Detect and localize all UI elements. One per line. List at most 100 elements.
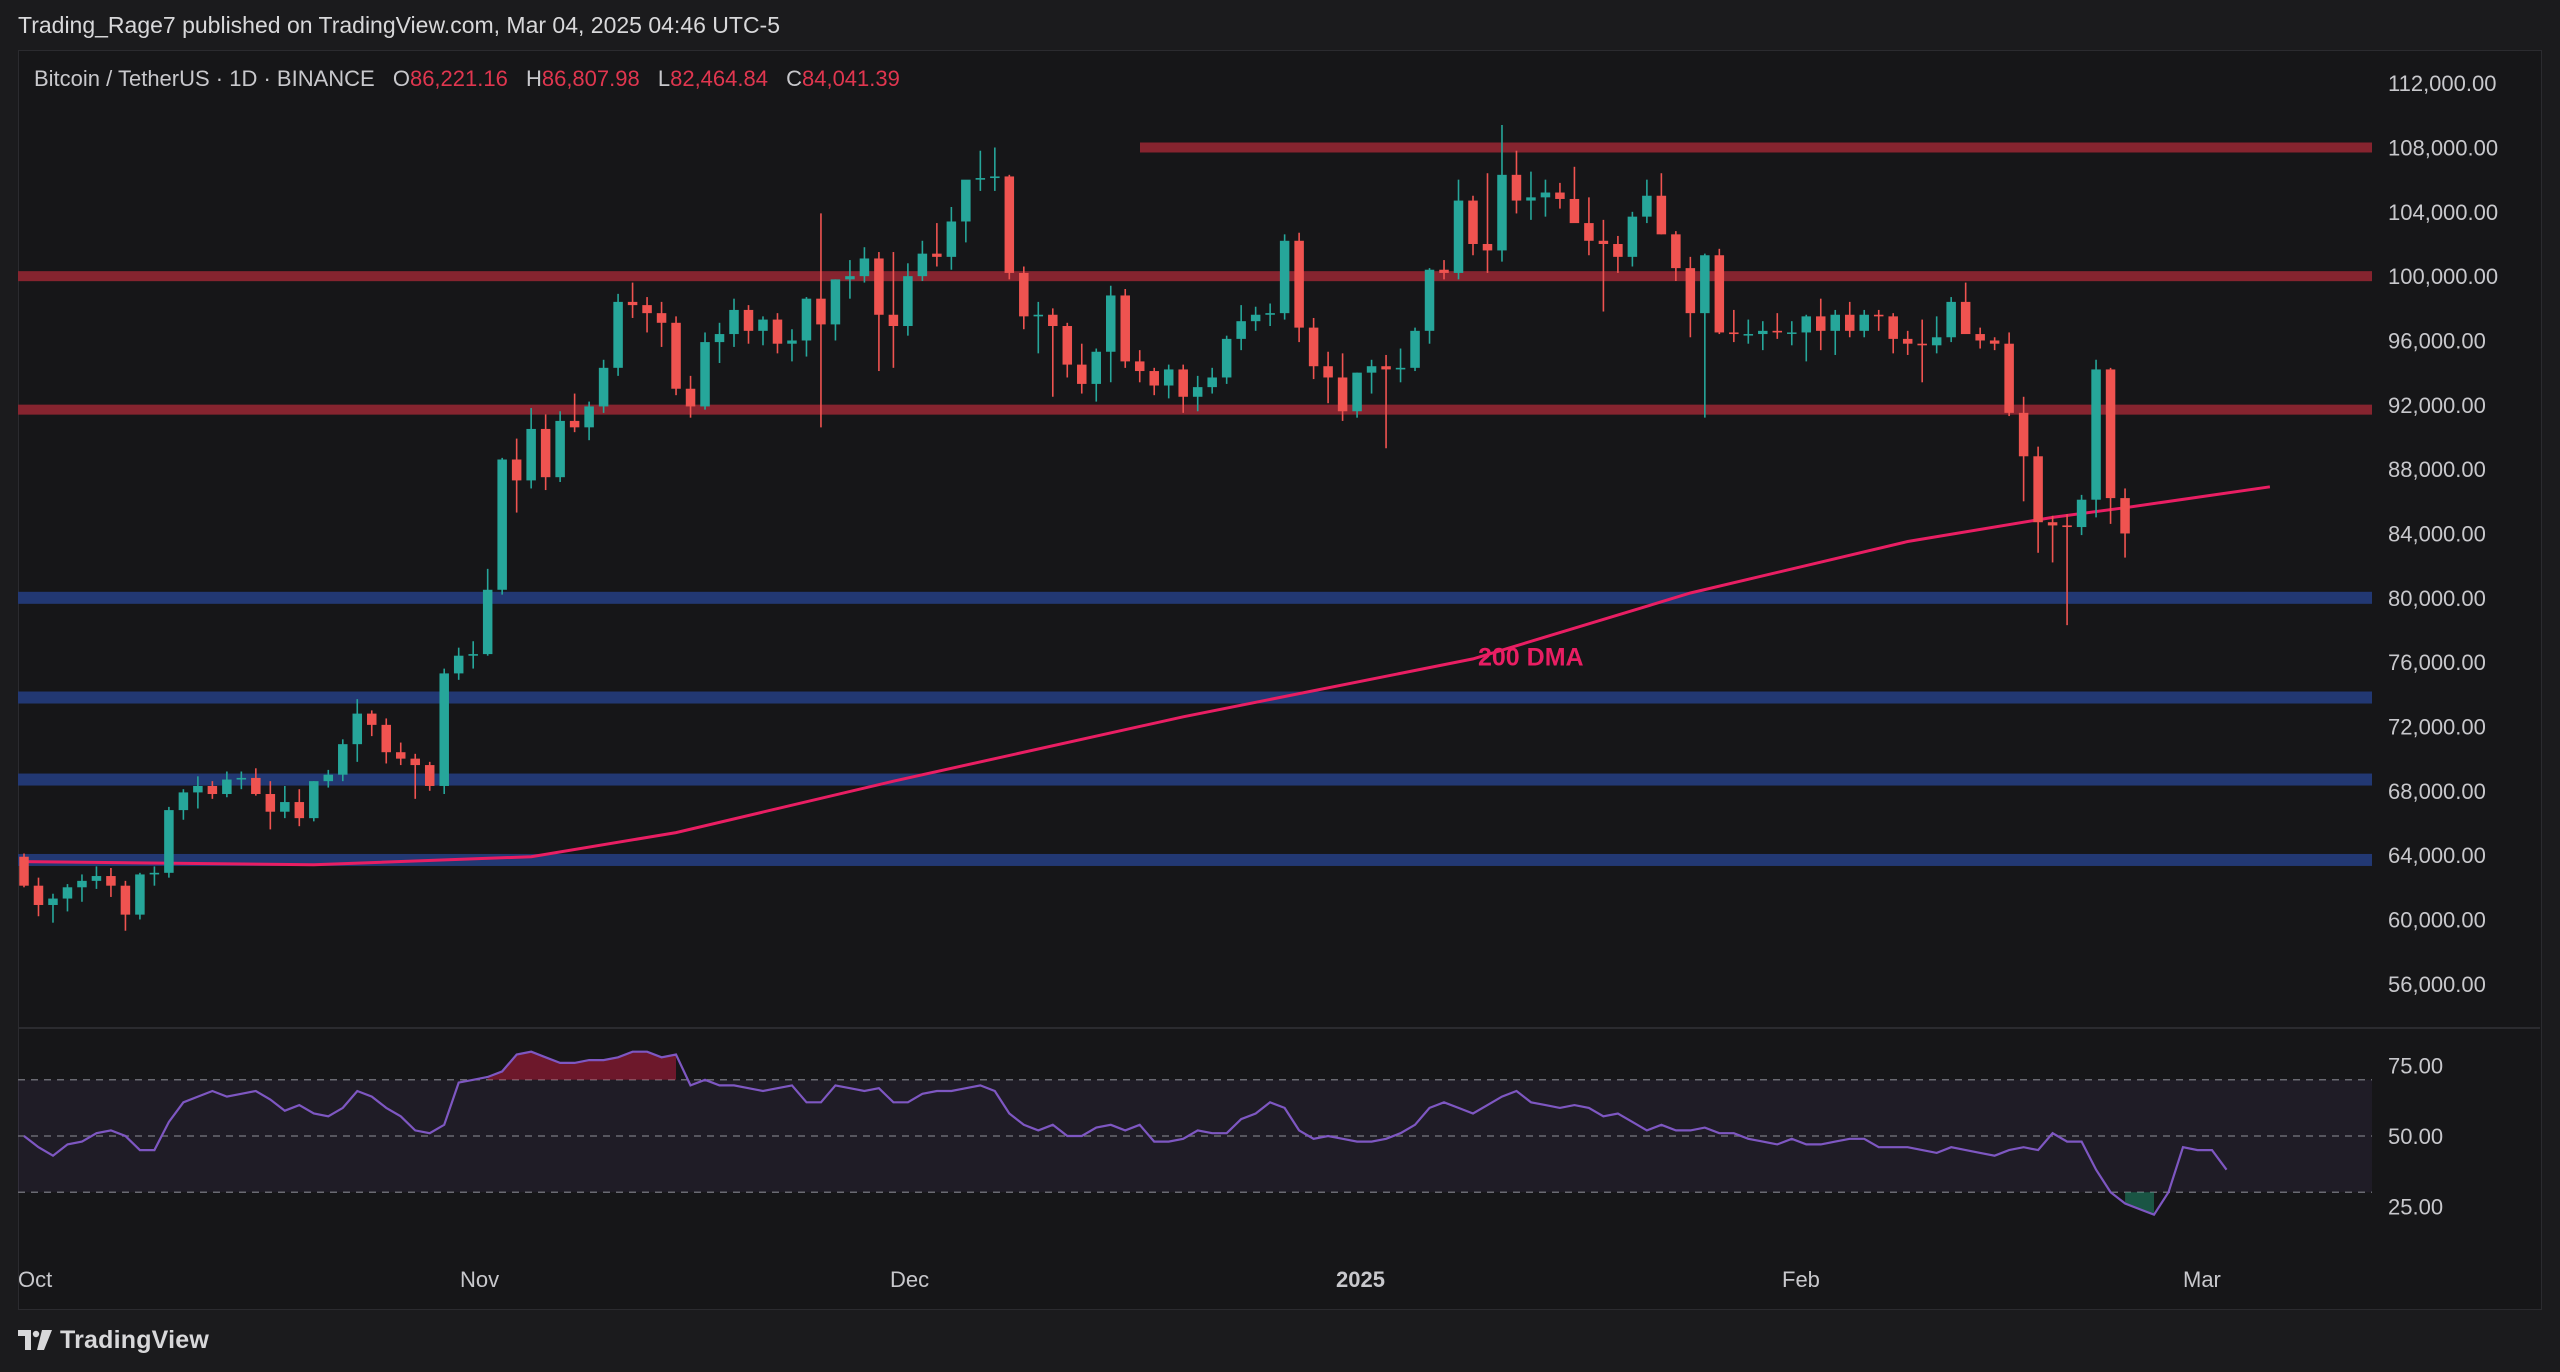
candle-body [1758,330,1768,335]
candle-body [309,781,319,819]
symbol-legend: Bitcoin / TetherUS · 1D · BINANCE O86,22… [34,66,900,92]
candle-body [1207,377,1217,388]
candle-body [1873,314,1884,317]
candle-body [1642,195,1652,217]
candle-body [48,898,58,905]
candle-body [526,428,536,481]
publish-info: Trading_Rage7 published on TradingView.c… [18,12,781,38]
candle-body [2076,499,2087,528]
candle-body [77,880,87,888]
candle-body [1830,314,1840,331]
price-tick-label: 100,000.00 [2388,264,2498,289]
candle-body [1656,195,1667,235]
price-tick-label: 108,000.00 [2388,135,2498,160]
candle-body [1337,377,1348,412]
candle-body [1671,234,1681,269]
candle-body [816,298,826,325]
candle-body [497,459,507,590]
candle-body [1453,200,1464,273]
candle-body [1960,301,1971,335]
candle-body [1366,366,1377,373]
ma200-annotation: 200 DMA [1478,644,1584,672]
time-tick-label: Mar [2183,1267,2221,1292]
candle-body [1308,327,1319,367]
candle-body [33,885,44,905]
candle-body [1134,361,1145,372]
candle-body [251,777,261,795]
price-tick-label: 76,000.00 [2388,650,2486,675]
candle-body [294,802,305,819]
price-tick-label: 112,000.00 [2388,71,2496,96]
candle-body [1555,192,1565,199]
rsi-tick-label: 50.00 [2388,1124,2443,1149]
tradingview-brand[interactable]: TradingView [60,1325,210,1354]
candle-body [1482,243,1493,251]
candle-body [1439,269,1449,273]
close-label: C [786,66,802,91]
candle-body [135,874,145,915]
footer: TradingView [18,1322,209,1358]
candle-body [1323,366,1333,378]
candle-body [1917,343,1927,346]
candle-body [193,785,203,793]
candle-body [280,802,290,812]
candle-body [1902,338,1913,344]
candle-body [1613,243,1623,257]
candle-body [1048,314,1058,327]
candle-body [511,459,522,481]
open-value: 86,221.16 [409,66,508,91]
candle-body [236,777,247,780]
candle-body [1265,313,1275,315]
candle-body [207,785,218,795]
rsi-tick-label: 25.00 [2388,1194,2443,1219]
candle-body [91,876,102,881]
candle-body [120,885,131,915]
candle-body [1192,387,1203,397]
candle-body [555,420,565,478]
candle-body [656,313,667,323]
candle-body [700,342,710,407]
candle-body [1497,174,1507,251]
candle-body [859,258,870,277]
rsi-line [23,1050,2228,1217]
price-tick-label: 88,000.00 [2388,457,2486,482]
candle-body [164,810,174,873]
candle-body [2120,498,2130,534]
price-tick-label: 60,000.00 [2388,907,2486,932]
price-tick-label: 92,000.00 [2388,393,2486,418]
candle-body [2062,525,2072,528]
candle-body [62,887,73,899]
candle-body [1540,192,1551,198]
low-label: L [657,66,671,91]
candle-body [1294,240,1304,328]
candle-body [1714,255,1725,333]
candle-body [627,301,638,306]
candle-body [1077,364,1087,384]
candle-body [1221,338,1232,378]
candle-body [1395,367,1406,370]
candle-body [888,314,899,327]
candle-body [1989,340,2000,344]
candle-body [598,367,609,407]
candle-body [1816,316,1826,331]
rsi-oversold-fill [2125,1192,2154,1215]
time-tick-label: Feb [1782,1267,1820,1292]
price-tick-label: 104,000.00 [2388,200,2498,225]
price-tick-label: 72,000.00 [2388,714,2486,739]
time-tick-label: Oct [18,1267,52,1292]
candle-body [946,221,957,257]
candle-body [149,872,160,875]
candle-body [874,258,884,315]
candle-body [1584,223,1594,241]
candle-body [1729,332,1739,335]
price-tick-label: 80,000.00 [2388,586,2486,611]
candle-body [439,673,449,786]
low-value: 82,464.84 [670,66,768,91]
candle-body [1019,272,1029,317]
candle-body [1787,332,1797,334]
candle-body [1352,372,1362,412]
candle-body [642,305,652,314]
candle-body [424,765,435,786]
candle-body [1743,334,1754,336]
